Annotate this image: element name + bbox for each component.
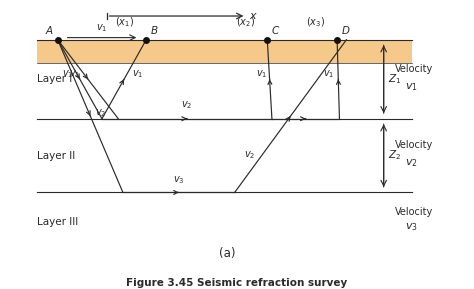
Text: $\mathbf{\it{v}}_2$: $\mathbf{\it{v}}_2$ — [95, 108, 106, 119]
Text: A: A — [46, 26, 53, 36]
Text: B: B — [151, 26, 158, 36]
Text: Layer III: Layer III — [37, 217, 78, 227]
Text: (a): (a) — [219, 247, 236, 260]
Text: $\mathbf{\it{v}}_2$: $\mathbf{\it{v}}_2$ — [244, 150, 255, 162]
Text: $\mathbf{\it{v}}_1$: $\mathbf{\it{v}}_1$ — [323, 68, 335, 80]
Bar — [37, 40, 411, 63]
Text: $(x_1)$: $(x_1)$ — [115, 16, 135, 29]
Text: $\mathbf{\it{v}}_1$: $\mathbf{\it{v}}_1$ — [256, 68, 267, 80]
Text: Layer II: Layer II — [37, 151, 75, 161]
Text: $\mathbf{\it{v}}_2$: $\mathbf{\it{v}}_2$ — [181, 99, 192, 111]
Text: $\mathbf{\it{v}}_1$: $\mathbf{\it{v}}_1$ — [63, 68, 74, 80]
Text: $(x_2)$: $(x_2)$ — [237, 16, 255, 29]
Text: $\mathbf{\it{v}}_1$: $\mathbf{\it{v}}_1$ — [69, 68, 81, 80]
Text: $\mathbf{\it{v}}_1$: $\mathbf{\it{v}}_1$ — [132, 68, 144, 80]
Text: $Z_1$: $Z_1$ — [388, 72, 401, 86]
Text: $\mathbf{\it{v}}_1$: $\mathbf{\it{v}}_1$ — [405, 81, 418, 93]
Text: C: C — [272, 26, 279, 36]
Text: $\mathbf{\it{v}}_3$: $\mathbf{\it{v}}_3$ — [405, 221, 418, 233]
Text: Layer I: Layer I — [37, 74, 72, 84]
Text: Velocity: Velocity — [395, 64, 434, 74]
Text: $\mathbf{\it{v}}_2$: $\mathbf{\it{v}}_2$ — [405, 158, 418, 169]
Text: $\mathbf{\it{v}}_3$: $\mathbf{\it{v}}_3$ — [173, 174, 184, 186]
Text: $\mathbf{\it{v}}_1$: $\mathbf{\it{v}}_1$ — [96, 22, 108, 34]
Text: Velocity: Velocity — [395, 140, 434, 150]
Text: $Z_2$: $Z_2$ — [388, 149, 401, 162]
Text: $(x_3)$: $(x_3)$ — [306, 16, 326, 29]
Text: D: D — [342, 26, 350, 36]
Text: Velocity: Velocity — [395, 207, 434, 216]
Text: $x$: $x$ — [249, 11, 257, 21]
Text: Figure 3.45 Seismic refraction survey: Figure 3.45 Seismic refraction survey — [127, 277, 347, 288]
